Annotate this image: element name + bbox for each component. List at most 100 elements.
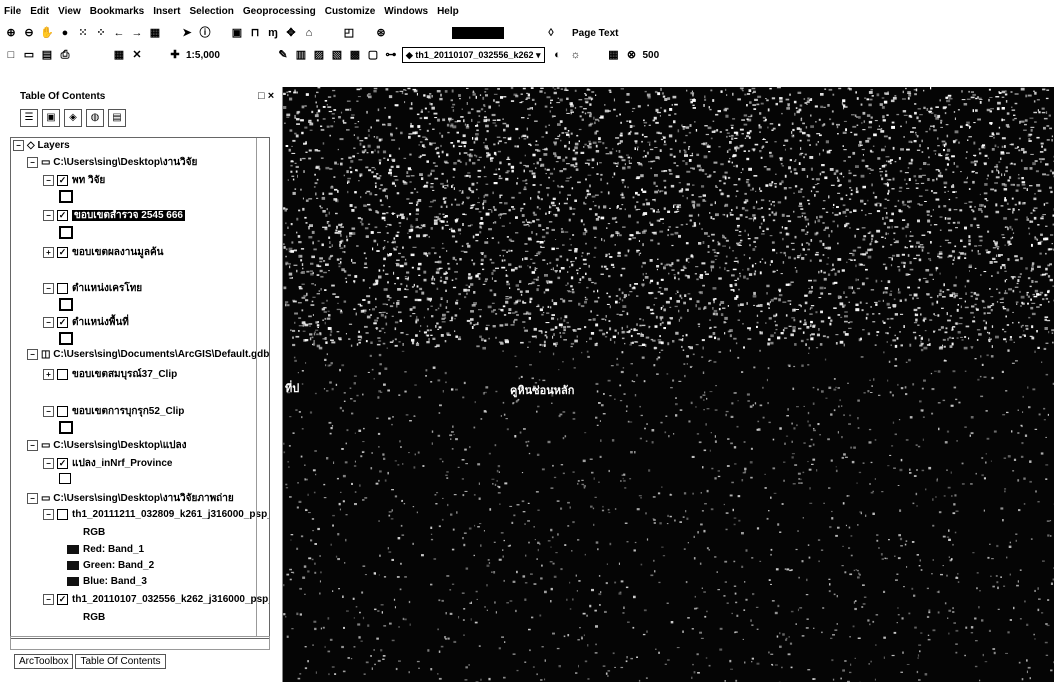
menu-edit[interactable]: Edit (30, 5, 50, 17)
new-icon[interactable]: □ (7, 49, 15, 61)
tree-layer-3[interactable]: + ✓ ขอบเขตผลงานมูลค้น (43, 245, 164, 260)
model-builder-icon[interactable]: ⊶ (385, 49, 397, 61)
list-by-selection-icon[interactable]: ◍ (86, 109, 104, 127)
map-display[interactable]: ที่ป คูหินซ่อนหลัก (283, 87, 1054, 682)
save-icon[interactable]: ▤ (41, 49, 53, 61)
tree-layer-6[interactable]: + ขอบเขตสมบุรณ์37_Clip (43, 367, 177, 382)
paste-icon[interactable]: ▦ (113, 49, 125, 61)
print-icon[interactable]: ⎙ (60, 49, 70, 61)
open-icon[interactable]: ▭ (23, 49, 35, 61)
bottom-tabs: ArcToolbox Table Of Contents (14, 654, 168, 669)
tree-layer-5[interactable]: − ✓ ตำแหน่งพื้นที่ (43, 315, 129, 330)
vertical-scrollbar[interactable] (256, 138, 269, 636)
arctoolbox-icon[interactable]: ▩ (349, 49, 361, 61)
full-extent-icon[interactable]: ● (61, 27, 69, 39)
tree-layer-9[interactable]: − th1_20111211_032809_k261_j316000_psp_or… (43, 509, 269, 520)
tools-toolbar: ⊕ ⊖ ✋ ● ⁙ ⁘ ← → ▦ ➤ ⓘ ▣ ⊓ ɱ ✥ ⌂ ◰ ⊛ ◊ Pa… (0, 22, 1054, 44)
search-window-icon[interactable]: ▧ (331, 49, 343, 61)
contrast-icon[interactable]: ◐ (554, 49, 561, 61)
layer-symbol (59, 421, 73, 434)
layer-symbol (59, 332, 73, 345)
fixed-zoom-out-icon[interactable]: ⁘ (96, 27, 106, 39)
tree-group-4[interactable]: − ▭ C:\Users\sing\Desktop\งานวิจัยภาพถ่าย (27, 491, 234, 506)
catalog-icon[interactable]: ▨ (313, 49, 325, 61)
draw-icon[interactable]: ◊ (548, 27, 554, 39)
menu-geoprocessing[interactable]: Geoprocessing (242, 5, 316, 17)
band-green: Green: Band_2 (67, 560, 154, 571)
pan-icon[interactable]: ✋ (40, 27, 54, 39)
forward-icon[interactable]: → (131, 27, 143, 39)
back-icon[interactable]: ← (113, 27, 125, 39)
tree-group-1[interactable]: − ▭ C:\Users\sing\Desktop\งานวิจัย (27, 155, 197, 170)
toc-title: Table Of Contents (20, 91, 106, 102)
menu-bar: File Edit View Bookmarks Insert Selectio… (0, 0, 1054, 22)
tree-group-3[interactable]: − ▭ C:\Users\sing\Desktop\แปลง (27, 438, 187, 453)
tree-layer-8[interactable]: − ✓ แปลง_inNrf_Province (43, 456, 173, 471)
delete-icon[interactable]: ✕ (132, 49, 142, 61)
tab-table-of-contents[interactable]: Table Of Contents (75, 654, 166, 669)
menu-view[interactable]: View (58, 5, 81, 17)
menu-help[interactable]: Help (437, 5, 459, 17)
select-features-icon[interactable]: ▦ (149, 27, 161, 39)
rgb-label: RGB (83, 527, 106, 538)
band-red: Red: Band_1 (67, 544, 144, 555)
menu-file[interactable]: File (4, 5, 22, 17)
time-slider-icon[interactable]: ⌂ (305, 27, 313, 39)
scale-box[interactable]: 1:5,000 (186, 49, 220, 61)
tree-layer-10[interactable]: − ✓ th1_20110107_032556_k262_j316000_psp_o… (43, 594, 269, 605)
add-data-icon[interactable]: ✚ (170, 49, 180, 61)
rgb-label: RGB (83, 612, 106, 623)
map-label-center: คูหินซ่อนหลัก (510, 385, 575, 397)
list-by-source-icon[interactable]: ▣ (42, 109, 60, 127)
html-popup-icon[interactable]: ▣ (231, 27, 243, 39)
toc-toolbar: ☰ ▣ ◈ ◍ ▤ (20, 109, 130, 127)
table-of-contents-panel: Table Of Contents □ × ☰ ▣ ◈ ◍ ▤ − ◇ Layer… (0, 87, 283, 682)
fixed-zoom-in-icon[interactable]: ⁙ (78, 27, 88, 39)
zoom-in-icon[interactable]: ⊕ (6, 27, 16, 39)
measure-icon[interactable]: ⊓ (250, 27, 260, 39)
go-to-xy-icon[interactable]: ✥ (286, 27, 296, 39)
horizontal-scrollbar[interactable] (10, 636, 270, 650)
list-by-visibility-icon[interactable]: ◈ (64, 109, 82, 127)
identify-icon[interactable]: ⓘ (199, 27, 211, 39)
zoom-out-icon[interactable]: ⊖ (24, 27, 34, 39)
zoom-percent-icon[interactable]: ⊗ (626, 49, 637, 61)
menu-windows[interactable]: Windows (384, 5, 429, 17)
layer-symbol (59, 298, 73, 311)
layer-symbol (59, 190, 73, 203)
page-text-button[interactable]: Page Text (572, 27, 619, 39)
brightness-icon[interactable]: ☼ (570, 49, 581, 61)
tree-layer-4[interactable]: − ตำแหน่งเครโทย (43, 281, 142, 296)
tree-group-2[interactable]: − ◫ C:\Users\sing\Documents\ArcGIS\Defaul… (27, 349, 269, 360)
menu-customize[interactable]: Customize (324, 5, 376, 17)
menu-bookmarks[interactable]: Bookmarks (89, 5, 145, 17)
band-blue: Blue: Band_3 (67, 576, 147, 587)
layer-combo[interactable]: ◆ th1_20110107_032556_k262 ▾ (401, 47, 545, 63)
layer-tree: − ◇ Layers − ▭ C:\Users\sing\Desktop\งานวิ… (10, 137, 270, 639)
tree-layer-7[interactable]: − ขอบเขตการบุกรุก52_Clip (43, 404, 184, 419)
menu-selection[interactable]: Selection (189, 5, 234, 17)
menu-insert[interactable]: Insert (153, 5, 181, 17)
create-viewer-icon[interactable]: ◰ (343, 27, 355, 39)
map-label-left: ที่ป (285, 383, 300, 395)
layer-symbol (59, 226, 73, 239)
tree-layers-root[interactable]: − ◇ Layers (13, 140, 70, 151)
zoom-value[interactable]: 500 (642, 49, 660, 61)
editor-icon[interactable]: ✎ (278, 49, 288, 61)
redacted-box (452, 27, 504, 39)
options-icon[interactable]: ▤ (108, 109, 126, 127)
table-icon[interactable]: ▥ (295, 49, 307, 61)
find-icon[interactable]: ɱ (268, 27, 278, 39)
python-icon[interactable]: ▢ (367, 49, 379, 61)
tree-layer-1[interactable]: − ✓ พท วิจัย (43, 173, 105, 188)
image-analysis-icon[interactable]: ▦ (608, 49, 619, 61)
select-elements-icon[interactable]: ➤ (182, 27, 192, 39)
tree-layer-2[interactable]: − ✓ ขอบเขตสำรวจ 2545 666 (43, 208, 185, 223)
layer-symbol (59, 473, 71, 484)
toc-close-button[interactable]: □ × (258, 90, 275, 102)
list-by-drawing-order-icon[interactable]: ☰ (20, 109, 38, 127)
tab-arctoolbox[interactable]: ArcToolbox (14, 654, 74, 669)
swipe-icon[interactable]: ⊛ (376, 27, 386, 39)
standard-toolbar: □ ▭ ▤ ⎙ ▦ ✕ ✚ 1:5,000 ✎ ▥ ▨ ▧ ▩ ▢ ⊶ ◆ th… (0, 44, 1054, 66)
satellite-imagery (283, 87, 1054, 682)
